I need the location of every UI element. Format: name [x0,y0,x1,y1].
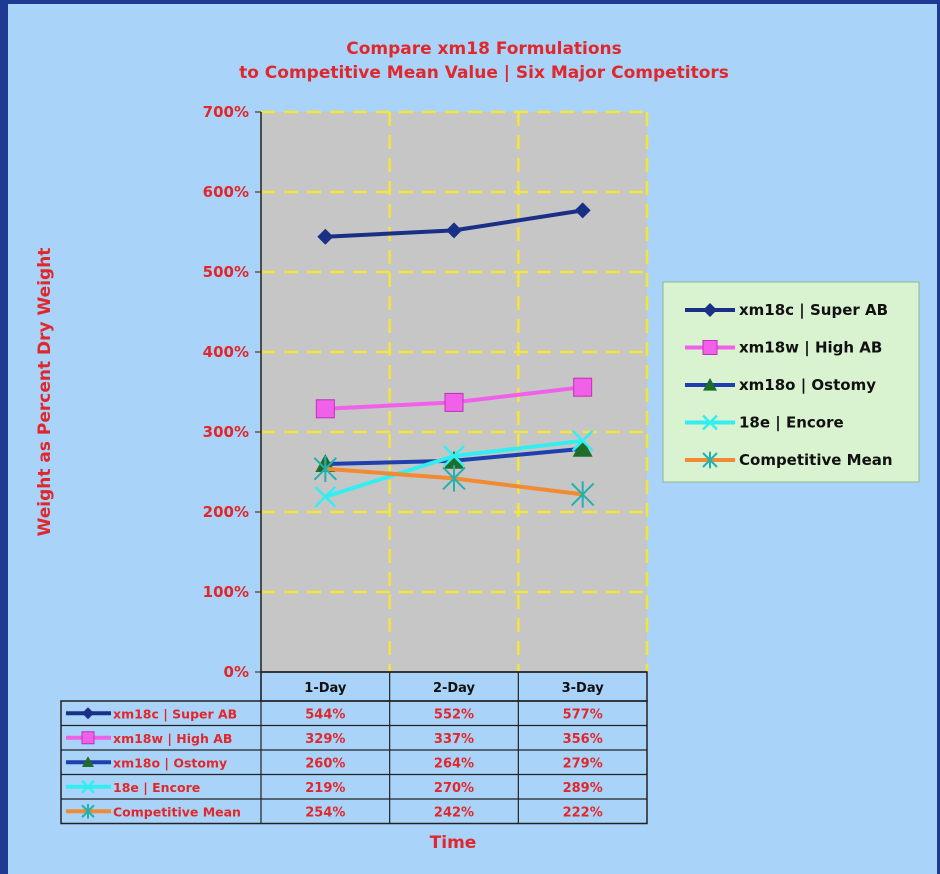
legend-label: 18e | Encore [739,414,844,433]
data-label: 270% [434,781,474,796]
data-label: 289% [563,781,603,796]
legend-label: xm18o | Ostomy [739,376,876,395]
y-tick-label: 600% [203,183,249,201]
data-label: 264% [434,756,474,771]
data-label: 356% [563,732,603,747]
table-legend-key-marker [81,779,95,794]
data-label: 544% [305,707,345,722]
data-label: 552% [434,707,474,722]
data-label: 222% [563,805,603,820]
data-point [570,481,595,508]
table-legend-key-marker [82,756,94,768]
data-point [313,455,338,482]
legend-item: Competitive Mean [685,451,893,469]
data-label: 260% [305,756,345,771]
series-4 [314,429,594,508]
legend-box [662,281,920,483]
legend-item: xm18w | High AB [685,339,882,358]
chart-title-line-2: to Competitive Mean Value | Six Major Co… [239,63,729,83]
table-row-label: xm18o | Ostomy [113,755,227,770]
data-point [572,438,593,457]
legend-item: xm18c | Super AB [685,301,888,320]
x-category-label: 2-Day [433,681,476,696]
data-point [446,222,462,239]
y-axis-label: Weight as Percent Dry Weight [35,248,55,537]
data-label: 219% [305,781,345,796]
table-legend-key [66,731,111,745]
data-point [444,392,464,412]
y-tick-label: 100% [203,583,249,601]
chart-title-line-1: Compare xm18 Formulations [346,39,622,59]
legend-swatch-marker [702,414,718,431]
table-legend-key-marker [81,731,95,745]
legend-swatch-marker [703,303,717,317]
table-legend-key [66,756,111,768]
legend: xm18c | Super AB xm18w | High AB xm18o | O… [662,281,920,483]
series-1 [317,202,591,245]
legend-swatch-marker [702,451,718,469]
data-label: 242% [434,805,474,820]
legend-swatch-marker [702,340,718,355]
table-row-label: Competitive Mean [113,804,241,819]
data-label: 337% [434,732,474,747]
y-tick-label: 0% [224,663,249,681]
data-point [574,202,591,219]
table-legend-key-marker [81,804,95,819]
y-axis-ticks: 0% 100% 200% 300% 400% 500% 600% 700% [203,103,261,681]
data-label: 577% [563,707,603,722]
legend-label: xm18c | Super AB [739,301,888,320]
data-point [314,485,337,508]
table-body-border [60,700,648,825]
data-point [571,429,594,452]
data-point [444,450,464,469]
x-category-label: 1-Day [304,681,347,696]
table-row-label: xm18c | Super AB [113,706,237,721]
legend-label: xm18w | High AB [739,339,882,358]
series-lines [313,202,595,508]
legend-item: 18e | Encore [685,414,844,433]
data-point [442,465,466,492]
x-axis-label: Time [430,833,477,853]
series-5 [313,455,595,508]
data-point [315,399,335,419]
y-tick-label: 400% [203,343,249,361]
table-row-label: 18e | Encore [113,780,200,795]
y-tick-label: 300% [203,423,249,441]
x-category-label: 3-Day [562,681,605,696]
table-legend-key [66,707,111,720]
y-tick-label: 700% [203,103,249,121]
legend-swatch-marker [703,378,717,391]
table-legend-key [66,804,111,819]
data-table: 1-Day 2-Day 3-Day xm18c | Super AB 544% 552% 5… [60,671,648,825]
legend-label: Competitive Mean [739,451,893,469]
data-label: 279% [563,756,603,771]
table-legend-key-marker [82,707,94,720]
data-point [573,377,593,397]
table-legend-key [66,779,111,794]
y-tick-label: 500% [203,263,249,281]
legend-item: xm18o | Ostomy [685,376,876,395]
table-row-label: xm18w | High AB [113,731,232,746]
data-label: 329% [305,732,345,747]
series-2 [315,377,593,419]
data-point [443,445,465,467]
y-tick-label: 200% [203,503,249,521]
data-point [317,228,334,245]
data-label: 254% [305,805,345,820]
